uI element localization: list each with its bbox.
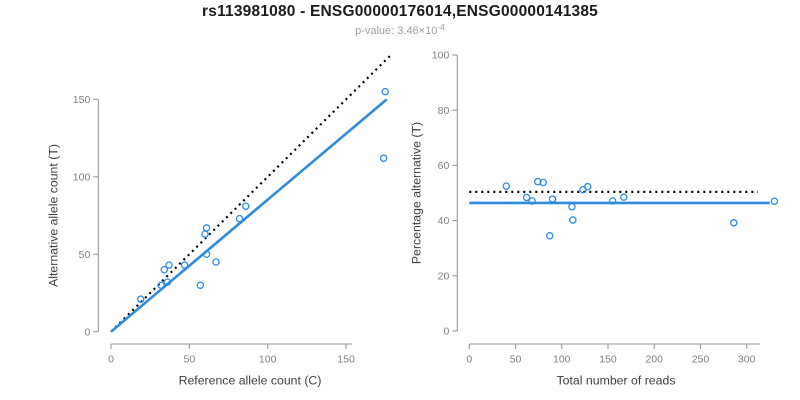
x-tick-label: 100 [553, 354, 571, 366]
x-tick-label: 100 [259, 354, 277, 366]
x-tick-label: 0 [108, 354, 114, 366]
data-point [379, 154, 388, 162]
data-point [502, 182, 511, 190]
y-tick-label: 100 [73, 171, 91, 183]
x-tick-label: 150 [599, 354, 617, 366]
data-point [539, 178, 548, 187]
data-point [608, 197, 617, 205]
y-tick-label: 150 [73, 94, 91, 106]
pvalue-exponent: -4 [437, 22, 445, 32]
x-tick-label: 200 [645, 354, 663, 366]
data-point [201, 230, 209, 238]
y-tick-label: 40 [438, 215, 450, 227]
data-point [619, 193, 628, 201]
x-tick-label: 250 [692, 354, 710, 366]
x-axis-label: Reference allele count (C) [179, 374, 322, 388]
data-point [235, 214, 244, 223]
data-point [165, 261, 173, 269]
data-point [569, 216, 577, 224]
data-point [202, 250, 211, 258]
pvalue-label: p-value: 3.46×10 [355, 25, 438, 37]
y-axis-label: Alternative allele count (T) [47, 144, 61, 287]
data-point [196, 281, 205, 289]
data-point [548, 195, 557, 203]
y-tick-label: 100 [432, 50, 450, 62]
y-tick-label: 0 [84, 326, 90, 338]
x-tick-label: 150 [337, 354, 355, 366]
data-point [180, 261, 189, 269]
data-point [137, 295, 145, 303]
identity-line [110, 55, 391, 333]
y-axis-label: Percentage alternative (T) [410, 122, 424, 264]
fit-line [110, 98, 388, 333]
data-point [163, 278, 172, 286]
data-point [381, 87, 389, 96]
data-point [568, 203, 576, 211]
x-tick-label: 300 [738, 354, 756, 366]
y-tick-label: 60 [438, 160, 450, 172]
data-point [770, 197, 779, 206]
x-tick-label: 0 [466, 354, 472, 366]
pvalue-subtitle: p-value: 3.46×10-4 [0, 22, 800, 37]
data-point [583, 182, 592, 191]
data-point [242, 202, 250, 210]
x-tick-label: 50 [184, 354, 196, 366]
data-point [212, 258, 220, 266]
x-axis-label: Total number of reads [557, 374, 676, 388]
y-tick-label: 0 [443, 326, 449, 338]
data-point [528, 197, 536, 205]
data-point [730, 219, 738, 227]
data-point [160, 265, 169, 274]
figure-title: rs113981080 - ENSG00000176014,ENSG000001… [202, 3, 598, 20]
data-point [202, 224, 211, 232]
x-tick-label: 50 [510, 354, 522, 366]
data-point [157, 281, 165, 289]
data-point [522, 193, 531, 202]
y-tick-label: 50 [79, 249, 91, 261]
y-tick-label: 20 [438, 270, 450, 282]
y-tick-label: 80 [438, 105, 450, 117]
data-point [545, 232, 554, 240]
